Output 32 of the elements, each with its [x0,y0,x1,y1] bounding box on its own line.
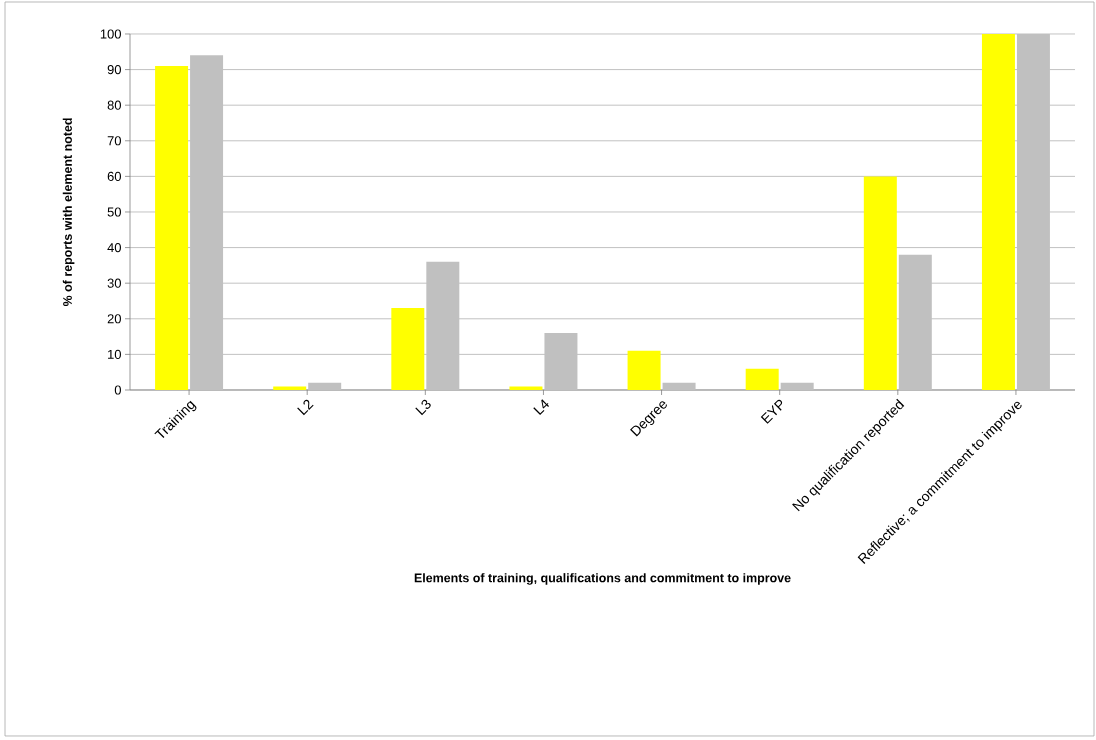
bar [981,33,1015,390]
y-tick-label: 50 [107,207,121,217]
y-tick-label: 80 [107,100,121,110]
bar [1016,33,1050,390]
bar [273,386,307,390]
x-tick-label: L3 [415,399,431,416]
x-tick-label: L2 [297,399,314,416]
bar [863,176,897,390]
bar [898,254,932,390]
bar [745,368,779,390]
bar [391,308,425,390]
y-axis-title: % of reports with element noted [62,118,75,307]
y-tick-label: 30 [107,278,121,288]
y-tick-label: 70 [107,136,121,146]
bar [308,382,342,390]
y-tick-label: 20 [107,314,121,324]
y-tick-label: 100 [100,29,121,39]
bar [426,261,460,390]
bar [627,350,661,390]
bar [190,55,224,390]
x-axis-title: Elements of training, qualifications and commitment to improve [414,573,791,585]
bar [544,333,578,390]
y-tick-label: 90 [107,64,121,75]
y-tick-label: 10 [108,349,121,359]
y-tick-label: 60 [107,171,121,181]
y-tick-label: 0 [114,385,121,395]
y-tick-label: 40 [107,243,121,253]
bar [155,66,189,390]
bar [662,382,696,390]
bar [780,382,814,390]
x-tick-label: L4 [533,399,549,416]
bar [509,386,543,390]
